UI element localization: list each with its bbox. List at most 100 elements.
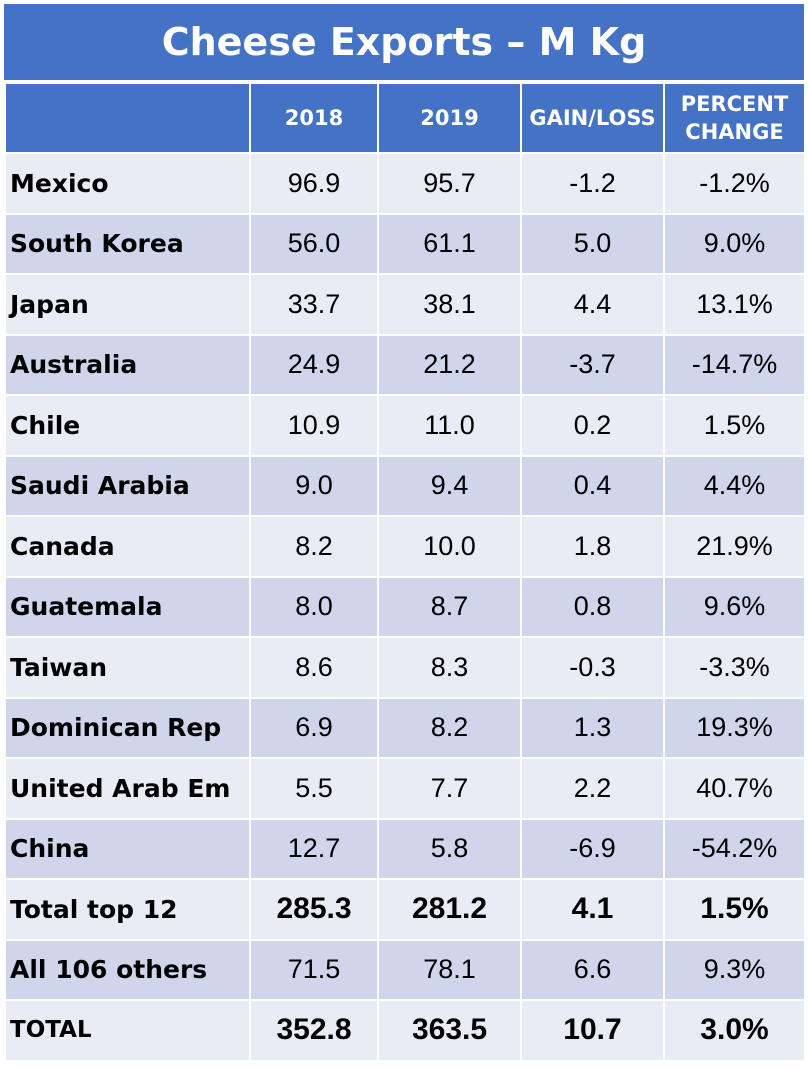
table-row: South Korea 56.0 61.1 5.0 9.0%	[4, 212, 806, 275]
value-2019-cell: 38.1	[377, 273, 522, 336]
value-2019-cell: 5.8	[377, 817, 522, 880]
percent-change-cell: 1.5%	[663, 878, 806, 941]
header-percent-line2: CHANGE	[685, 120, 784, 144]
table-row: Japan 33.7 38.1 4.4 13.1%	[4, 273, 806, 336]
gain-loss-cell: 5.0	[520, 212, 665, 275]
gain-loss-cell: -1.2	[520, 152, 665, 215]
table-title: Cheese Exports – M Kg	[4, 4, 804, 82]
table-row: Mexico 96.9 95.7 -1.2 -1.2%	[4, 152, 806, 215]
table-row: Australia 24.9 21.2 -3.7 -14.7%	[4, 333, 806, 396]
value-2018-cell: 24.9	[249, 333, 379, 396]
gain-loss-cell: 4.4	[520, 273, 665, 336]
country-cell: Mexico	[4, 152, 251, 215]
percent-change-cell: 9.3%	[663, 938, 806, 1001]
country-cell: Dominican Rep	[4, 696, 251, 759]
gain-loss-cell: 10.7	[520, 999, 665, 1062]
gain-loss-cell: -6.9	[520, 817, 665, 880]
percent-change-cell: 9.6%	[663, 575, 806, 638]
value-2018-cell: 10.9	[249, 394, 379, 457]
gain-loss-cell: 4.1	[520, 878, 665, 941]
value-2018-cell: 5.5	[249, 757, 379, 820]
grand-total-row: TOTAL 352.8 363.5 10.7 3.0%	[4, 999, 806, 1062]
table-row: United Arab Em 5.5 7.7 2.2 40.7%	[4, 757, 806, 820]
percent-change-cell: -3.3%	[663, 636, 806, 699]
value-2019-cell: 11.0	[377, 394, 522, 457]
country-cell: Taiwan	[4, 636, 251, 699]
header-percent-change: PERCENT CHANGE	[663, 82, 806, 154]
table-body: Mexico 96.9 95.7 -1.2 -1.2% South Korea 56.0 61…	[4, 152, 806, 1062]
value-2019-cell: 8.7	[377, 575, 522, 638]
country-cell: Australia	[4, 333, 251, 396]
percent-change-cell: 40.7%	[663, 757, 806, 820]
value-2019-cell: 281.2	[377, 878, 522, 941]
total-top12-row: Total top 12 285.3 281.2 4.1 1.5%	[4, 878, 806, 941]
table-row: Chile 10.9 11.0 0.2 1.5%	[4, 394, 806, 457]
percent-change-cell: 1.5%	[663, 394, 806, 457]
table-row: Canada 8.2 10.0 1.8 21.9%	[4, 515, 806, 578]
table-row: Taiwan 8.6 8.3 -0.3 -3.3%	[4, 636, 806, 699]
value-2018-cell: 352.8	[249, 999, 379, 1062]
country-cell: Chile	[4, 394, 251, 457]
header-row: 2018 2019 GAIN/LOSS PERCENT CHANGE	[4, 82, 806, 154]
percent-change-cell: 4.4%	[663, 454, 806, 517]
country-cell: Canada	[4, 515, 251, 578]
value-2018-cell: 8.0	[249, 575, 379, 638]
percent-change-cell: 19.3%	[663, 696, 806, 759]
value-2018-cell: 71.5	[249, 938, 379, 1001]
percent-change-cell: -1.2%	[663, 152, 806, 215]
value-2018-cell: 96.9	[249, 152, 379, 215]
value-2018-cell: 6.9	[249, 696, 379, 759]
percent-change-cell: -14.7%	[663, 333, 806, 396]
country-cell: TOTAL	[4, 999, 251, 1062]
value-2019-cell: 95.7	[377, 152, 522, 215]
header-2019: 2019	[377, 82, 522, 154]
gain-loss-cell: -3.7	[520, 333, 665, 396]
cheese-exports-table-panel: Cheese Exports – M Kg 2018 2019 GAIN/LOS…	[4, 4, 806, 1062]
gain-loss-cell: 1.8	[520, 515, 665, 578]
value-2019-cell: 363.5	[377, 999, 522, 1062]
table-row: China 12.7 5.8 -6.9 -54.2%	[4, 817, 806, 880]
value-2018-cell: 12.7	[249, 817, 379, 880]
value-2018-cell: 8.2	[249, 515, 379, 578]
value-2018-cell: 56.0	[249, 212, 379, 275]
gain-loss-cell: 1.3	[520, 696, 665, 759]
country-cell: Guatemala	[4, 575, 251, 638]
value-2018-cell: 9.0	[249, 454, 379, 517]
country-cell: Saudi Arabia	[4, 454, 251, 517]
header-gain-loss: GAIN/LOSS	[520, 82, 665, 154]
gain-loss-cell: 6.6	[520, 938, 665, 1001]
table-row: Dominican Rep 6.9 8.2 1.3 19.3%	[4, 696, 806, 759]
gain-loss-cell: 0.4	[520, 454, 665, 517]
others-row: All 106 others 71.5 78.1 6.6 9.3%	[4, 938, 806, 1001]
value-2019-cell: 8.2	[377, 696, 522, 759]
value-2019-cell: 78.1	[377, 938, 522, 1001]
percent-change-cell: 13.1%	[663, 273, 806, 336]
percent-change-cell: -54.2%	[663, 817, 806, 880]
value-2019-cell: 61.1	[377, 212, 522, 275]
header-2018: 2018	[249, 82, 379, 154]
value-2018-cell: 8.6	[249, 636, 379, 699]
value-2019-cell: 7.7	[377, 757, 522, 820]
exports-table: 2018 2019 GAIN/LOSS PERCENT CHANGE Mexic…	[4, 82, 806, 1062]
country-cell: United Arab Em	[4, 757, 251, 820]
value-2019-cell: 21.2	[377, 333, 522, 396]
header-percent-line1: PERCENT	[680, 92, 789, 116]
gain-loss-cell: 2.2	[520, 757, 665, 820]
value-2019-cell: 10.0	[377, 515, 522, 578]
country-cell: All 106 others	[4, 938, 251, 1001]
value-2019-cell: 8.3	[377, 636, 522, 699]
gain-loss-cell: 0.8	[520, 575, 665, 638]
percent-change-cell: 9.0%	[663, 212, 806, 275]
gain-loss-cell: 0.2	[520, 394, 665, 457]
table-row: Saudi Arabia 9.0 9.4 0.4 4.4%	[4, 454, 806, 517]
value-2018-cell: 285.3	[249, 878, 379, 941]
country-cell: Total top 12	[4, 878, 251, 941]
percent-change-cell: 21.9%	[663, 515, 806, 578]
country-cell: South Korea	[4, 212, 251, 275]
header-country	[4, 82, 251, 154]
value-2019-cell: 9.4	[377, 454, 522, 517]
country-cell: China	[4, 817, 251, 880]
percent-change-cell: 3.0%	[663, 999, 806, 1062]
table-row: Guatemala 8.0 8.7 0.8 9.6%	[4, 575, 806, 638]
gain-loss-cell: -0.3	[520, 636, 665, 699]
